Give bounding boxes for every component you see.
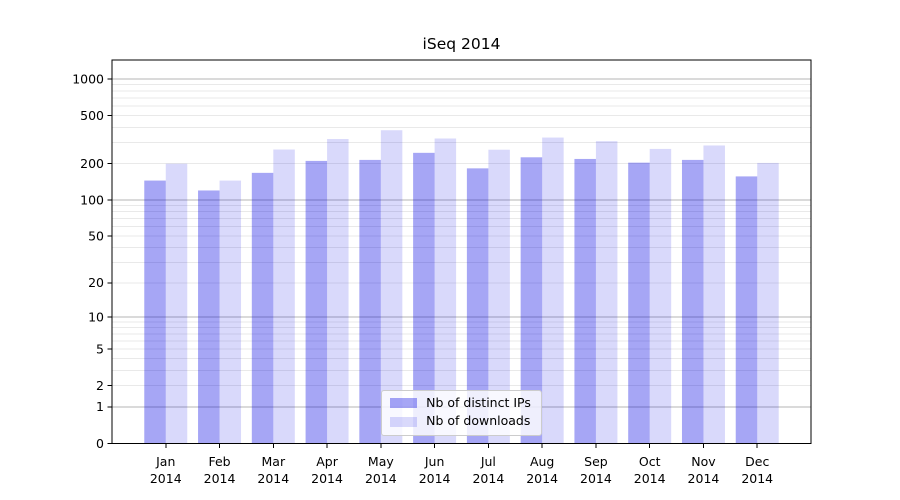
bar-downloads-Jun	[434, 138, 457, 444]
x-tick-year-Mar: 2014	[257, 471, 289, 486]
bar-distinct-ips-Dec	[735, 176, 758, 444]
bar-downloads-Nov	[703, 145, 725, 444]
bar-distinct-ips-Mar	[251, 172, 274, 444]
x-tick-label-Apr: Apr	[316, 454, 338, 469]
bar-distinct-ips-Oct	[628, 162, 650, 444]
y-tick-label-20: 20	[88, 275, 104, 290]
y-tick-label-2: 2	[96, 378, 104, 393]
x-tick-year-Jun: 2014	[419, 471, 451, 486]
x-tick-label-Nov: Nov	[691, 454, 716, 469]
bar-downloads-Dec	[757, 162, 779, 444]
x-tick-year-Jan: 2014	[150, 471, 182, 486]
y-tick-label-1000: 1000	[72, 71, 104, 86]
bar-distinct-ips-Jun	[413, 152, 435, 444]
x-tick-label-Mar: Mar	[262, 454, 286, 469]
x-tick-label-Jun: Jun	[424, 454, 445, 469]
bar-distinct-ips-Jan	[144, 180, 166, 444]
x-tick-year-Jul: 2014	[472, 471, 504, 486]
y-tick-label-50: 50	[88, 228, 104, 243]
bar-distinct-ips-Jul	[466, 168, 489, 444]
x-tick-year-Nov: 2014	[688, 471, 720, 486]
bar-downloads-Aug	[542, 137, 564, 444]
y-tick-label-200: 200	[80, 156, 104, 171]
bar-downloads-Mar	[273, 149, 295, 444]
bar-downloads-Oct	[649, 148, 672, 444]
x-tick-year-Aug: 2014	[526, 471, 558, 486]
bar-distinct-ips-Feb	[198, 190, 220, 444]
plot-border	[111, 59, 812, 444]
x-tick-year-Apr: 2014	[311, 471, 343, 486]
x-tick-year-May: 2014	[365, 471, 397, 486]
bar-downloads-Jan	[165, 163, 188, 444]
y-tick-label-5: 5	[96, 341, 104, 356]
x-tick-year-Feb: 2014	[204, 471, 236, 486]
bar-downloads-Feb	[219, 180, 242, 444]
y-tick-label-100: 100	[80, 192, 104, 207]
x-tick-label-Jul: Jul	[480, 454, 496, 469]
x-tick-label-Feb: Feb	[208, 454, 230, 469]
chart-title: iSeq 2014	[422, 35, 501, 53]
x-tick-label-Oct: Oct	[639, 454, 661, 469]
y-tick-label-10: 10	[88, 309, 104, 324]
y-tick-label-1: 1	[96, 399, 104, 414]
bar-downloads-Jul	[488, 149, 510, 444]
x-tick-label-Sep: Sep	[584, 454, 608, 469]
x-tick-label-Dec: Dec	[745, 454, 769, 469]
x-tick-year-Dec: 2014	[741, 471, 773, 486]
bar-downloads-Apr	[327, 139, 349, 444]
x-tick-year-Oct: 2014	[634, 471, 666, 486]
y-tick-label-0: 0	[96, 436, 104, 451]
x-tick-year-Sep: 2014	[580, 471, 612, 486]
bar-distinct-ips-Apr	[305, 160, 328, 444]
bar-distinct-ips-Nov	[681, 159, 704, 444]
x-tick-label-May: May	[368, 454, 394, 469]
x-tick-label-Jan: Jan	[155, 454, 175, 469]
x-tick-label-Aug: Aug	[530, 454, 554, 469]
y-tick-label-500: 500	[80, 108, 104, 123]
bar-distinct-ips-Aug	[520, 157, 543, 444]
bar-downloads-May	[380, 130, 403, 444]
bar-downloads-Sep	[595, 141, 618, 444]
bar-distinct-ips-Sep	[574, 158, 596, 444]
bar-distinct-ips-May	[359, 159, 381, 444]
